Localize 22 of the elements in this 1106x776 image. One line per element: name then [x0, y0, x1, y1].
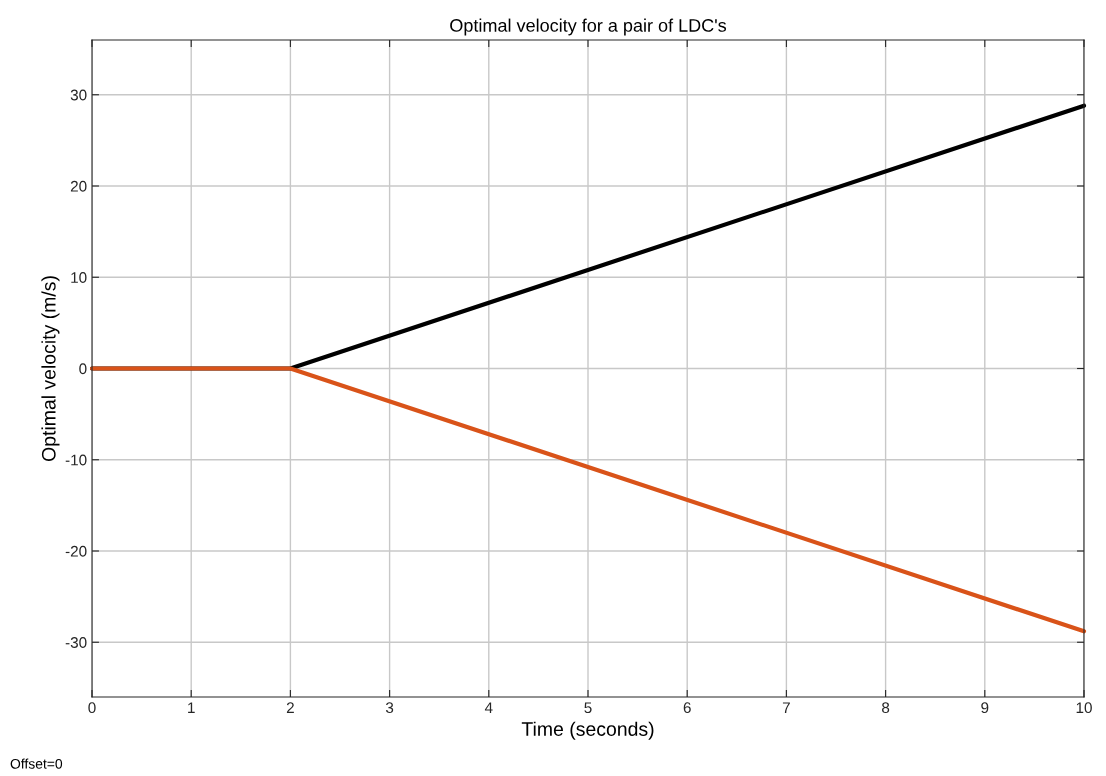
- x-tick-label: 2: [286, 702, 294, 713]
- x-axis-title: Time (seconds): [521, 721, 654, 740]
- x-tick-label: 3: [385, 702, 394, 714]
- y-tick-label: 30: [70, 89, 87, 101]
- x-tick-label: 7: [782, 702, 790, 713]
- x-tick-label: 10: [1076, 702, 1092, 714]
- y-tick-label: 20: [70, 180, 87, 192]
- x-tick-label: 5: [584, 702, 592, 714]
- y-tick-label: -20: [65, 545, 87, 557]
- y-tick-label: -30: [65, 637, 87, 648]
- x-tick-label: 1: [188, 702, 195, 713]
- x-tick-label: 0: [88, 702, 96, 714]
- x-tick-label: 9: [981, 702, 989, 714]
- y-axis-title: Optimal velocity (m/s): [41, 276, 60, 462]
- y-tick-label: 0: [79, 363, 87, 375]
- x-tick-label: 8: [882, 702, 890, 714]
- chart-title: Optimal velocity for a pair of LDC's: [450, 18, 727, 36]
- x-tick-label: 4: [484, 702, 493, 713]
- y-tick-label: -10: [65, 454, 87, 466]
- text: Offset=0: [10, 758, 63, 769]
- y-tick-label: 10: [71, 272, 87, 283]
- x-tick-label: 6: [683, 702, 691, 714]
